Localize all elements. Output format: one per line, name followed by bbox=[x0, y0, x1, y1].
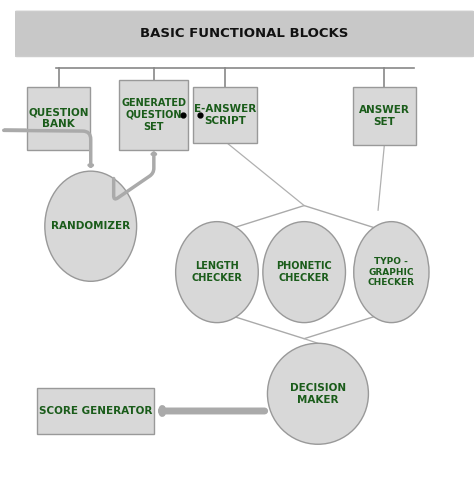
Text: ANSWER
SET: ANSWER SET bbox=[359, 105, 410, 127]
FancyBboxPatch shape bbox=[119, 80, 189, 150]
Text: LENGTH
CHECKER: LENGTH CHECKER bbox=[191, 261, 242, 283]
Ellipse shape bbox=[45, 171, 137, 281]
Text: DECISION
MAKER: DECISION MAKER bbox=[290, 383, 346, 405]
Text: GENERATED
QUESTION
SET: GENERATED QUESTION SET bbox=[121, 98, 186, 132]
Text: E-ANSWER
SCRIPT: E-ANSWER SCRIPT bbox=[194, 104, 256, 126]
FancyBboxPatch shape bbox=[27, 87, 90, 150]
Text: PHONETIC
CHECKER: PHONETIC CHECKER bbox=[276, 261, 332, 283]
FancyBboxPatch shape bbox=[36, 388, 154, 434]
Text: SCORE GENERATOR: SCORE GENERATOR bbox=[38, 406, 152, 416]
Ellipse shape bbox=[263, 222, 346, 323]
FancyBboxPatch shape bbox=[192, 87, 257, 143]
Text: RANDOMIZER: RANDOMIZER bbox=[51, 221, 130, 231]
Text: BASIC FUNCTIONAL BLOCKS: BASIC FUNCTIONAL BLOCKS bbox=[140, 27, 349, 40]
Text: QUESTION
BANK: QUESTION BANK bbox=[28, 108, 89, 129]
Text: TYPO -
GRAPHIC
CHECKER: TYPO - GRAPHIC CHECKER bbox=[368, 257, 415, 287]
Ellipse shape bbox=[176, 222, 258, 323]
Ellipse shape bbox=[267, 343, 368, 444]
FancyBboxPatch shape bbox=[353, 87, 416, 145]
FancyBboxPatch shape bbox=[13, 12, 474, 56]
FancyBboxPatch shape bbox=[10, 6, 474, 474]
Ellipse shape bbox=[354, 222, 429, 323]
